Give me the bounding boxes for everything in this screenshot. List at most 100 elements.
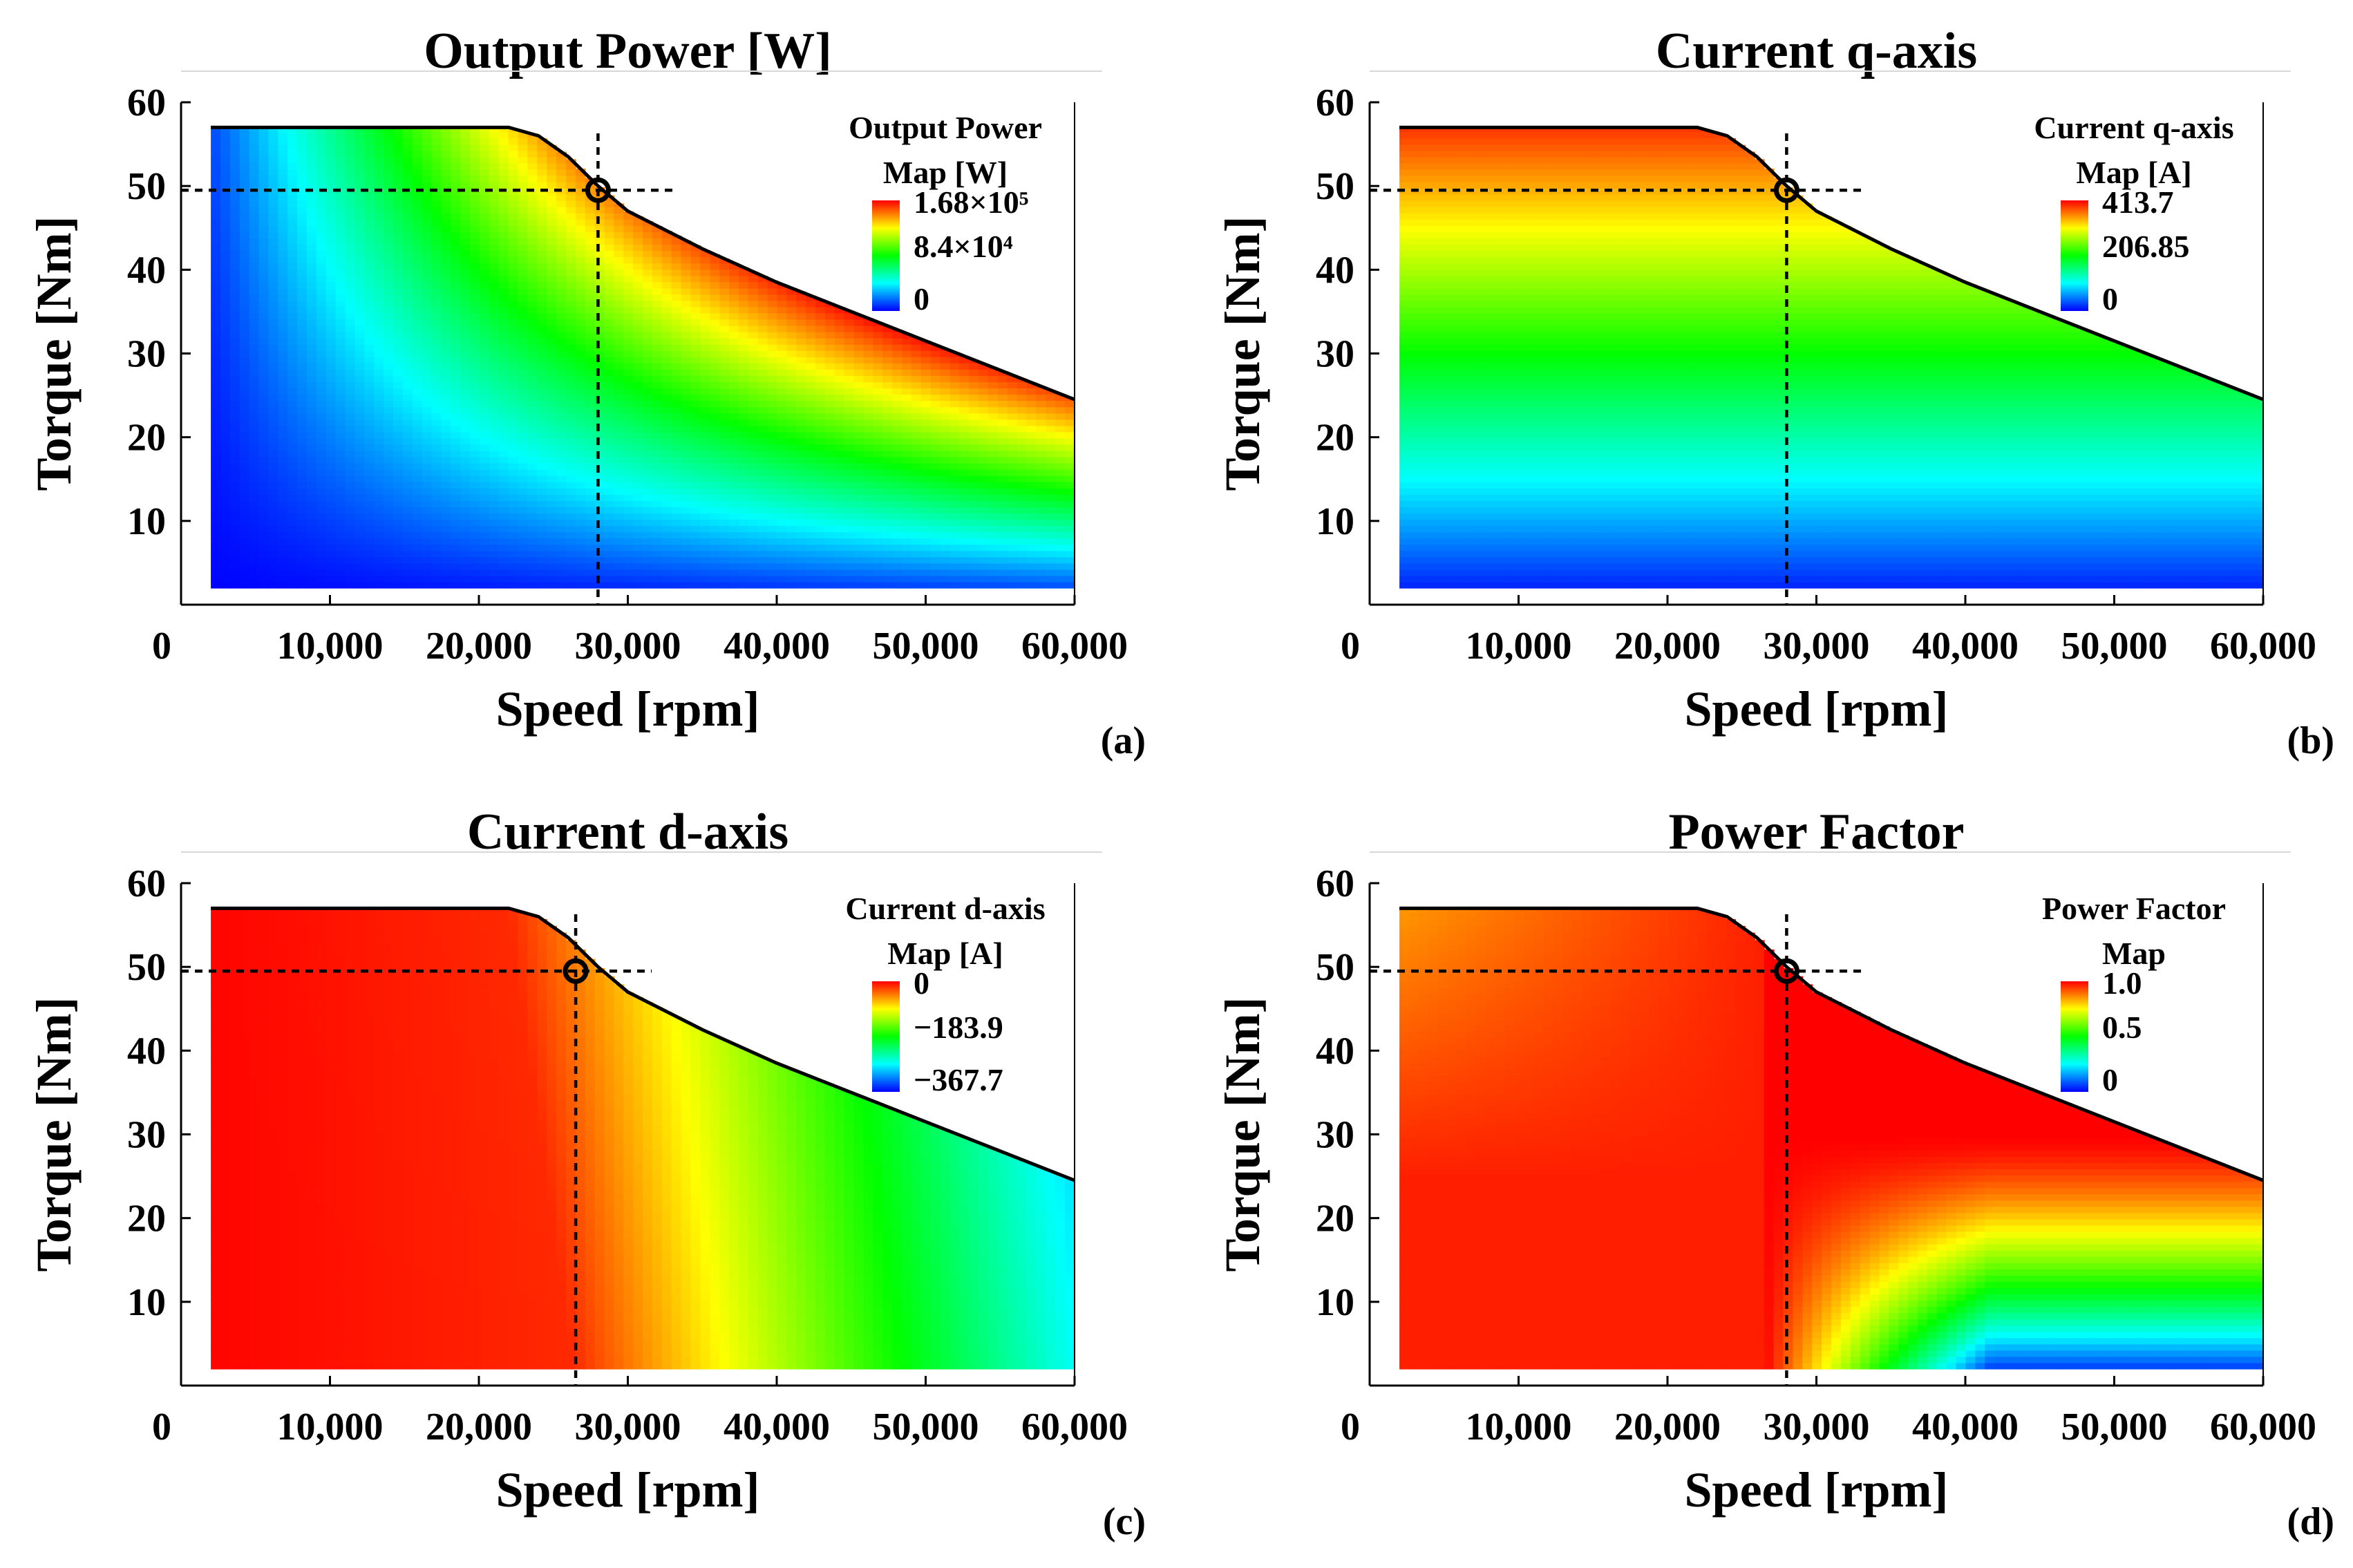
heatmap-cell [738, 381, 749, 389]
heatmap-cell [729, 263, 739, 270]
heatmap-cell [585, 331, 596, 339]
heatmap-cell [844, 513, 855, 520]
heatmap-cell [643, 444, 653, 451]
heatmap-cell [806, 319, 816, 326]
heatmap-cell [307, 156, 317, 164]
heatmap-cell [364, 225, 375, 232]
heatmap-cell [498, 337, 509, 345]
heatmap-cell [239, 444, 250, 451]
heatmap-cell [422, 431, 433, 439]
heatmap-cell [470, 519, 480, 527]
heatmap-cell [480, 363, 490, 370]
heatmap-cell [249, 507, 260, 514]
heatmap-cell [470, 200, 480, 207]
heatmap-cell [460, 538, 471, 545]
heatmap-cell [652, 350, 663, 357]
heatmap-cell [796, 550, 807, 558]
heatmap-cell [575, 300, 586, 308]
heatmap-cell [345, 275, 356, 283]
heatmap-cell [470, 319, 480, 326]
heatmap-cell [979, 513, 989, 520]
heatmap-cell [729, 462, 739, 470]
heatmap-cell [844, 437, 855, 445]
heatmap-cell [364, 575, 375, 583]
heatmap-cell [757, 482, 768, 489]
heatmap-cell [470, 150, 480, 158]
heatmap-cell [451, 519, 462, 527]
heatmap-cell [748, 538, 759, 545]
heatmap-cell [402, 400, 413, 408]
heatmap-cell [249, 238, 260, 245]
heatmap-cell [997, 482, 1008, 489]
heatmap-cell [537, 244, 548, 252]
heatmap-cell [863, 343, 874, 351]
heatmap-cell [460, 375, 471, 383]
heatmap-cell [412, 513, 423, 520]
heatmap-cell [412, 469, 423, 476]
heatmap-cell [738, 531, 749, 539]
heatmap-cell [402, 331, 413, 339]
heatmap-cell [757, 388, 768, 395]
heatmap-cell [325, 500, 337, 507]
heatmap-cell [258, 219, 270, 226]
heatmap-cell [220, 281, 231, 289]
heatmap-cell [565, 181, 576, 189]
heatmap-cell [777, 444, 788, 451]
heatmap-cell [518, 494, 529, 501]
heatmap-cell [661, 337, 672, 345]
heatmap-cell [748, 575, 759, 583]
heatmap-cell [402, 450, 413, 457]
heatmap-cell [325, 169, 337, 176]
heatmap-cell [556, 357, 567, 363]
heatmap-cell [710, 513, 721, 520]
heatmap-cell [767, 444, 778, 451]
heatmap-cell [345, 206, 356, 214]
heatmap-cell [671, 263, 682, 270]
heatmap-cell [229, 181, 240, 189]
heatmap-cell [661, 357, 672, 363]
heatmap-cell [393, 256, 404, 264]
heatmap-cell [249, 156, 260, 164]
heatmap-cell [374, 482, 384, 489]
heatmap-cell [585, 456, 596, 464]
heatmap-cell [786, 331, 797, 339]
heatmap-cell [307, 544, 317, 551]
heatmap-cell [325, 238, 337, 245]
heatmap-cell [757, 394, 768, 402]
heatmap-cell [527, 488, 538, 495]
heatmap-cell [508, 250, 519, 258]
heatmap-cell [498, 469, 509, 476]
heatmap-cell [402, 319, 413, 326]
heatmap-cell [585, 238, 596, 245]
heatmap-cell [767, 488, 778, 495]
heatmap-cell [652, 269, 663, 276]
heatmap-cell [460, 388, 471, 395]
heatmap-cell [393, 150, 404, 158]
heatmap-cell [863, 482, 874, 489]
heatmap-cell [661, 300, 672, 308]
heatmap-cell [422, 469, 433, 476]
heatmap-cell [681, 256, 692, 264]
heatmap-cell [537, 200, 548, 207]
heatmap-cell [556, 181, 567, 189]
heatmap-cell [537, 350, 548, 357]
heatmap-cell [393, 519, 404, 527]
heatmap-cell [335, 219, 346, 226]
heatmap-cell [643, 250, 653, 258]
heatmap-cell [422, 162, 433, 170]
heatmap-cell [767, 525, 778, 533]
heatmap-cell [470, 431, 480, 439]
heatmap-cell [565, 419, 576, 426]
heatmap-cell [402, 494, 413, 501]
heatmap-cell [547, 563, 557, 570]
heatmap-cell [652, 544, 663, 551]
heatmap-cell [690, 469, 701, 476]
heatmap-cell [278, 169, 289, 176]
heatmap-cell [384, 488, 394, 495]
heatmap-cell [690, 550, 701, 558]
heatmap-cell [604, 419, 615, 426]
heatmap-cell [384, 275, 394, 283]
heatmap-cell [719, 425, 730, 433]
heatmap-cell [451, 569, 462, 576]
heatmap-cell [844, 312, 855, 320]
